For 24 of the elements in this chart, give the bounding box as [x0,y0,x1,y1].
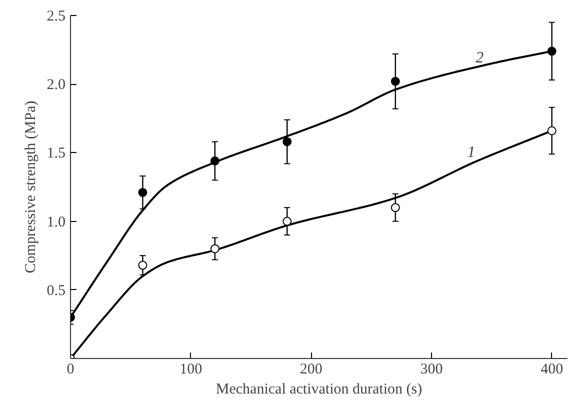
y-axis-title: Compressive strength (MPa) [22,100,39,274]
x-tick-label: 0 [66,362,74,378]
point [547,126,556,136]
point [390,203,400,212]
point [138,260,148,270]
x-tick-label: 200 [300,362,322,378]
y-tick-label: 1.5 [46,146,66,162]
y-tick-label: 2.5 [46,8,66,24]
point [210,156,220,166]
annotation: 1 [467,144,476,161]
y-tick-label: 1.0 [46,214,66,230]
x-axis-title: Mechanical activation duration (s) [216,382,422,398]
point [282,137,292,146]
point [210,244,220,254]
x-tick-label: 400 [540,362,564,378]
y-tick-label: 0.5 [46,282,66,299]
point [547,46,556,56]
x-tick-label: 100 [180,362,202,378]
annotation: 2 [476,49,484,66]
point [138,188,148,197]
point [282,216,292,226]
point [390,76,400,86]
y-tick-label: 2.0 [46,77,66,94]
x-tick-label: 300 [420,362,443,378]
